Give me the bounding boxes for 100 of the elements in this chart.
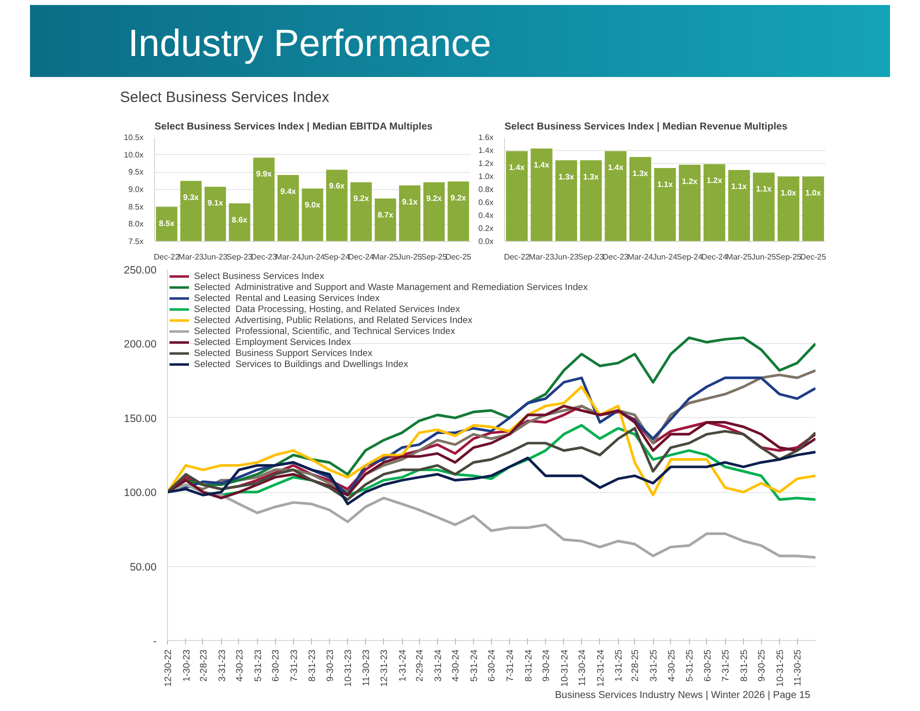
y-tick-label: 50.00 — [130, 561, 157, 574]
legend-label: Selected Administrative and Support and Waste Management and Remediation Services Index — [194, 282, 588, 292]
bar — [506, 151, 528, 242]
text: Industry Performance — [128, 22, 492, 67]
legend-label: Selected Professional, Scientific, and Technical Services Index — [194, 326, 456, 336]
x-tick-label: 1-31-25 — [614, 649, 624, 682]
data-label: 1.0x — [780, 188, 797, 198]
y-tick-label: 250.00 — [124, 264, 157, 276]
y-tick-label: 0.8x — [478, 185, 494, 194]
legend-label: Select Business Services Index — [194, 271, 324, 281]
x-tick-label: Dec-22 — [154, 252, 180, 262]
x-tick-label: 4-30-25 — [666, 649, 676, 682]
bar — [778, 176, 800, 242]
x-tick-label: 2-29-24 — [414, 649, 425, 682]
text: Business Services Industry News | Winter 2026 | Page 15 — [555, 689, 810, 703]
chart-title: Select Business Services Index | Median EBITDA Multiples — [154, 122, 434, 132]
x-tick-label: 8-31-23 — [307, 649, 318, 682]
x-tick-label: 5-31-25 — [684, 649, 695, 682]
x-tick-label: Jun-23 — [203, 252, 228, 262]
x-tick-label: Dec-22 — [504, 252, 530, 262]
x-tick-label: 4-30-24 — [450, 649, 461, 682]
x-tick-label: Sep-25 — [421, 252, 448, 262]
x-tick-label: 3-31-23 — [216, 649, 227, 682]
x-tick-label: 9-30-24 — [541, 649, 552, 682]
x-tick-label: 11-30-25 — [792, 649, 803, 686]
data-label: 9.1x — [207, 198, 224, 208]
x-tick-label: 3-31-24 — [432, 649, 443, 682]
y-tick-label: 1.2x — [478, 159, 494, 168]
x-tick-label: Dec-25 — [445, 252, 472, 262]
y-tick-label: - — [152, 636, 157, 648]
x-tick-label: Mar-24 — [276, 252, 302, 262]
x-tick-label: Dec-24 — [701, 252, 728, 262]
x-tick-label: 3-31-25 — [648, 649, 659, 682]
x-tick-label: 9-30-23 — [324, 649, 335, 682]
x-tick-label: 10-31-24 — [559, 649, 570, 687]
x-tick-label: Mar-23 — [528, 252, 555, 262]
data-label: 1.3x — [558, 172, 575, 182]
data-label: 1.1x — [657, 180, 674, 190]
x-tick-label: 4-30-23 — [234, 649, 244, 682]
y-tick-label: 200.00 — [124, 338, 157, 351]
x-tick-label: Sep-23 — [578, 252, 604, 262]
y-tick-label: 150.00 — [124, 412, 157, 425]
y-tick-label: 8.5x — [128, 202, 144, 212]
x-tick-label: Mar-25 — [726, 252, 752, 262]
data-label: 9.2x — [450, 194, 467, 203]
text: Select Business Services Index — [120, 88, 330, 108]
x-tick-label: 10-31-23 — [343, 649, 354, 687]
legend-label: Selected Advertising, Public Relations, and Related Services Index — [194, 315, 472, 325]
x-tick-label: 8-31-25 — [738, 649, 749, 682]
legend-label: Selected Business Support Services Index — [194, 348, 372, 358]
x-tick-label: Jun-24 — [652, 252, 678, 262]
x-tick-label: 7-31-24 — [505, 649, 516, 682]
x-tick-label: Sep-24 — [676, 252, 704, 262]
bar — [678, 164, 701, 242]
y-tick-label: 1.0x — [478, 172, 494, 181]
data-label: 8.6x — [232, 215, 248, 224]
bar — [530, 148, 552, 242]
data-label: 9.2x — [353, 194, 370, 204]
x-tick-label: Dec-23 — [602, 252, 630, 262]
data-label: 9.2x — [426, 194, 442, 204]
x-tick-label: Jun-23 — [554, 252, 580, 262]
data-label: 9.0x — [304, 200, 321, 210]
data-label: 9.1x — [402, 197, 418, 206]
x-tick-label: 5-31-24 — [468, 649, 479, 682]
data-label: 1.4x — [509, 163, 526, 172]
data-label: 1.0x — [805, 188, 822, 198]
data-label: 9.6x — [329, 182, 346, 191]
legend-label: Selected Rental and Leasing Services Index — [194, 293, 380, 303]
line-series — [168, 450, 816, 506]
y-tick-label: 10.0x — [124, 150, 144, 160]
y-tick-label: 0.4x — [478, 211, 494, 220]
data-label: 1.4x — [608, 163, 624, 172]
legend-label: Selected Employment Services Index — [194, 337, 352, 347]
x-tick-label: 9-30-25 — [756, 649, 767, 682]
data-label: 1.3x — [583, 172, 600, 182]
x-tick-label: 10-31-25 — [774, 649, 785, 687]
x-tick-label: Dec-24 — [348, 252, 375, 262]
y-tick-label: 0.2x — [478, 224, 494, 233]
x-tick-label: 12-31-23 — [379, 649, 390, 687]
y-tick-label: 1.4x — [478, 146, 494, 155]
legend-label: Selected Services to Buildings and Dwellings Index — [194, 359, 408, 369]
x-tick-label: 7-31-25 — [720, 649, 731, 682]
data-label: 9.3x — [183, 192, 200, 202]
x-tick-label: 12-31-24 — [595, 649, 606, 687]
y-tick-label: 1.6x — [478, 133, 494, 142]
x-tick-label: Sep-23 — [226, 252, 254, 262]
x-tick-label: 7-31-23 — [288, 649, 299, 682]
x-tick-label: Mar-25 — [372, 252, 399, 262]
x-tick-label: 8-31-24 — [523, 649, 534, 682]
x-tick-label: 12-30-22 — [163, 649, 173, 687]
y-tick-label: 0.0x — [478, 237, 494, 246]
x-tick-label: 1-30-23 — [181, 649, 192, 682]
data-label: 9.9x — [256, 170, 272, 179]
x-tick-label: Jun-25 — [752, 252, 777, 262]
y-tick-label: 0.6x — [478, 198, 494, 207]
bar — [604, 151, 626, 242]
y-tick-label: 8.0x — [128, 220, 144, 229]
x-tick-label: Mar-23 — [178, 252, 204, 262]
data-label: 1.4x — [534, 160, 550, 170]
bar — [629, 157, 652, 242]
